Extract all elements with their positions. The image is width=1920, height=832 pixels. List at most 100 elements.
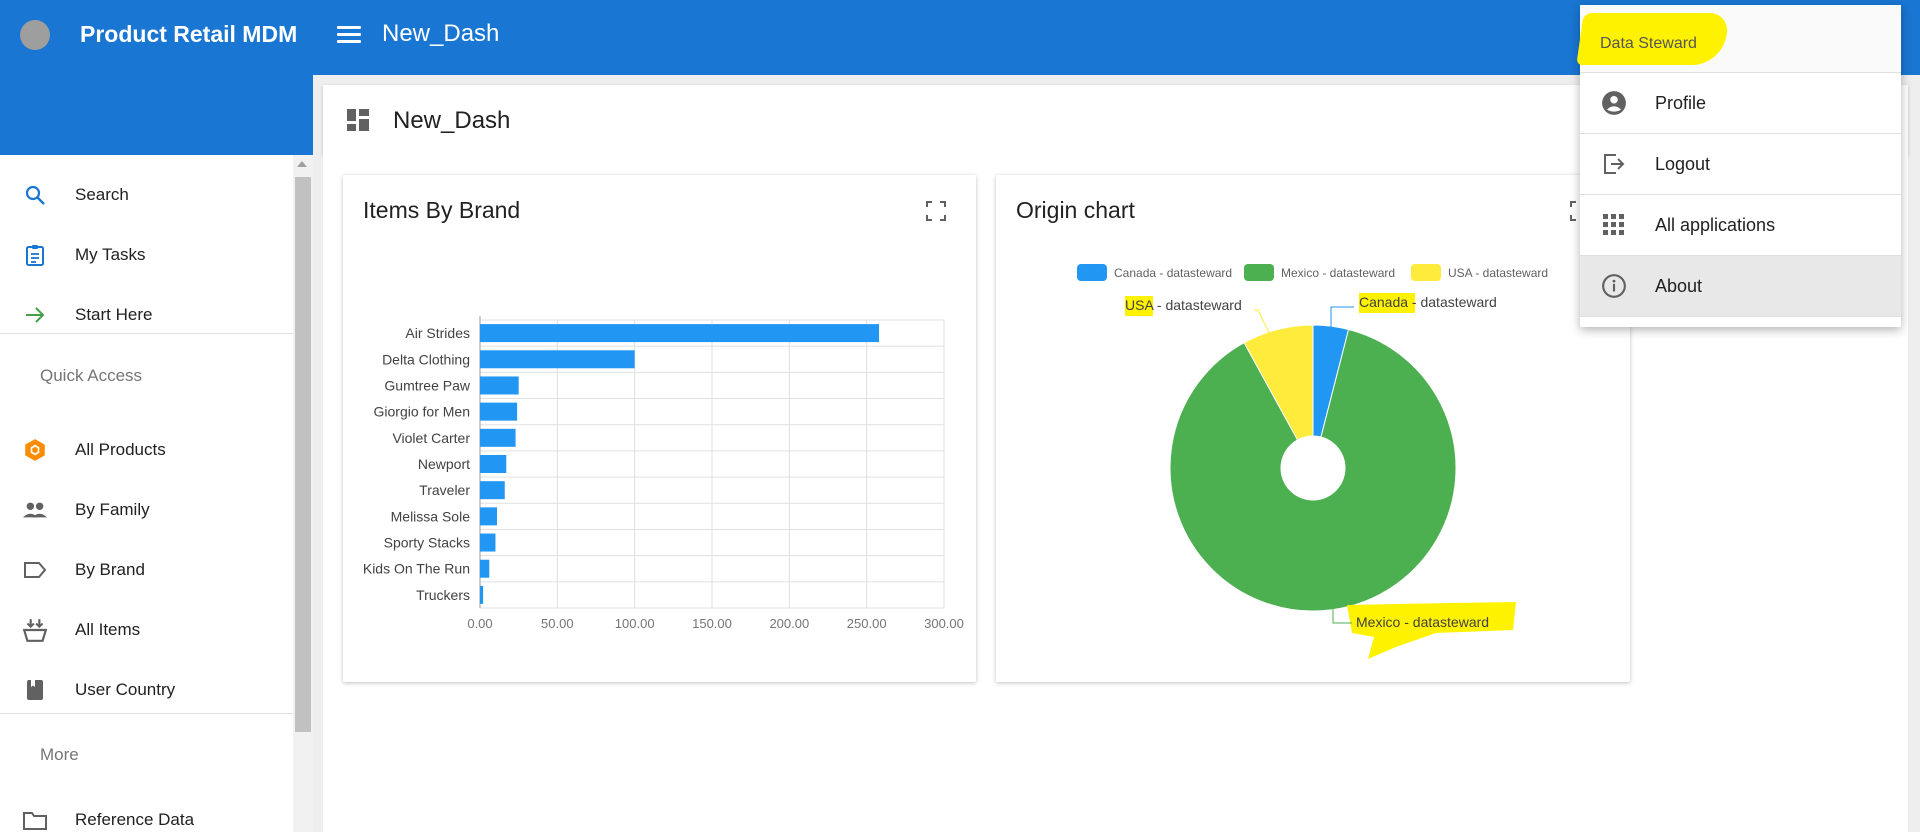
legend-label: Canada - datasteward (1114, 266, 1232, 280)
bookmark-icon (22, 677, 48, 703)
slice-label: Canada - datasteward (1359, 294, 1497, 310)
category-label: Delta Clothing (382, 351, 470, 367)
bar (480, 585, 484, 604)
sidebar-item-label: By Brand (75, 560, 145, 579)
dashboard-icon (347, 109, 369, 136)
sidebar-item-by-brand[interactable]: By Brand (0, 542, 293, 598)
user-role: Data Steward (1600, 35, 1697, 52)
app-logo (20, 20, 50, 50)
bar (480, 428, 516, 447)
sidebar-item-start-here[interactable]: Start Here (0, 287, 293, 343)
hamburger-menu-icon[interactable] (333, 22, 365, 50)
x-tick-label: 100.00 (615, 616, 655, 631)
tag-icon (22, 557, 48, 583)
category-label: Sporty Stacks (384, 535, 470, 551)
origin-chart: Canada - datasteward Mexico - datasteward… (1077, 264, 1548, 659)
logout-icon (1600, 150, 1628, 178)
widget-title: Origin chart (1016, 197, 1135, 223)
bar (480, 481, 505, 500)
pie-slice (1169, 328, 1457, 612)
info-icon (1600, 272, 1628, 300)
items-by-brand-widget: Items By Brand 0.00 50.00 100.00 150.00 200.… (343, 175, 976, 682)
x-tick-label: 50.00 (541, 616, 574, 631)
legend-label: USA - datasteward (1448, 266, 1548, 280)
menu-item-logout[interactable]: Logout (1580, 134, 1901, 195)
sidebar-item-my-tasks[interactable]: My Tasks (0, 227, 293, 283)
quick-access-heading: Quick Access (40, 366, 143, 385)
highlighter-mark (1359, 293, 1415, 313)
category-label: Newport (418, 456, 470, 472)
sidebar-item-user-country[interactable]: User Country (0, 662, 293, 718)
sidebar-item-label: Reference Data (75, 810, 195, 829)
legend-swatch (1244, 264, 1274, 281)
app-title: Product Retail MDM (80, 21, 298, 47)
origin-chart-widget: Origin chart Canada - datasteward Mexico … (996, 175, 1630, 682)
sidebar-divider (0, 333, 293, 334)
sidebar-scroll-thumb[interactable] (295, 177, 311, 732)
clipboard-icon (22, 242, 48, 268)
folder-icon (22, 807, 48, 832)
bar (480, 402, 518, 421)
basket-icon (22, 617, 48, 643)
bar (480, 455, 507, 473)
category-label: Giorgio for Men (374, 404, 470, 420)
scroll-up-icon[interactable] (297, 161, 307, 167)
bar (480, 376, 519, 395)
sidebar-item-all-items[interactable]: All Items (0, 602, 293, 658)
sidebar-item-label: User Country (75, 680, 176, 699)
cube-icon (22, 437, 48, 463)
x-tick-label: 300.00 (924, 616, 964, 631)
apps-grid-icon (1600, 211, 1628, 239)
search-icon (22, 182, 48, 208)
menu-item-label: Profile (1655, 92, 1707, 113)
legend-swatch (1077, 264, 1107, 281)
x-tick-label: 250.00 (847, 616, 887, 631)
fullscreen-icon[interactable] (926, 201, 948, 223)
people-icon (22, 497, 48, 523)
sidebar-item-label: Start Here (75, 305, 153, 324)
sidebar-item-label: All Items (75, 620, 141, 639)
category-label: Traveler (419, 482, 470, 498)
items-by-brand-chart: 0.00 50.00 100.00 150.00 200.00 250.00 300.00 A… (363, 316, 964, 631)
menu-item-about[interactable]: About (1580, 256, 1901, 317)
appbar-page-title: New_Dash (382, 20, 500, 47)
menu-item-all-applications[interactable]: All applications (1580, 195, 1901, 256)
highlighter-mark (1125, 296, 1153, 316)
x-tick-label: 150.00 (692, 616, 732, 631)
x-tick-label: 200.00 (769, 616, 809, 631)
slice-label: USA - datasteward (1125, 297, 1242, 313)
category-label: Air Strides (405, 325, 470, 341)
user-menu-dropdown: Data Steward Profile Logout All applicat… (1576, 5, 1901, 327)
bar (480, 533, 496, 552)
leader-line (1332, 605, 1352, 624)
sidebar-item-label: All Products (75, 440, 166, 459)
brand-block: Product Retail MDM (0, 0, 313, 155)
menu-item-profile[interactable]: Profile (1580, 73, 1901, 134)
sidebar-item-by-family[interactable]: By Family (0, 482, 293, 538)
leader-line (1330, 306, 1354, 327)
menu-item-label: Logout (1655, 153, 1711, 174)
legend-swatch (1411, 264, 1441, 281)
slice-label: Mexico - datasteward (1356, 614, 1489, 630)
category-label: Melissa Sole (391, 508, 471, 524)
sidebar-item-all-products[interactable]: All Products (0, 422, 293, 478)
widget-title: Items By Brand (363, 197, 521, 223)
menu-item-label: All applications (1655, 214, 1776, 235)
category-label: Gumtree Paw (384, 377, 470, 393)
legend-label: Mexico - datasteward (1281, 266, 1395, 280)
sidebar-item-search[interactable]: Search (0, 167, 293, 223)
arrow-right-icon (22, 302, 48, 328)
sidebar-item-label: Search (75, 185, 129, 204)
bar (480, 350, 635, 369)
leader-line (1254, 309, 1271, 336)
account-circle-icon (1600, 89, 1628, 117)
category-label: Kids On The Run (363, 561, 470, 577)
bar (480, 559, 490, 578)
category-label: Truckers (416, 587, 470, 603)
dashboard-title: New_Dash (393, 107, 511, 134)
highlighter-mark (1347, 602, 1516, 659)
menu-item-label: About (1655, 275, 1703, 296)
more-heading: More (40, 745, 79, 764)
sidebar-item-reference-data[interactable]: Reference Data (0, 792, 293, 832)
x-tick-label: 0.00 (467, 616, 492, 631)
